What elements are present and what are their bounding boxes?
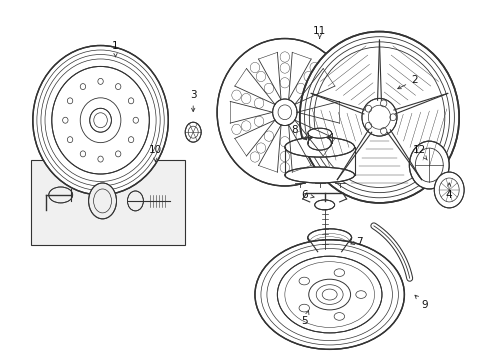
Ellipse shape — [433, 172, 463, 208]
Ellipse shape — [317, 246, 341, 258]
Text: 2: 2 — [397, 75, 417, 89]
Ellipse shape — [49, 187, 73, 203]
Ellipse shape — [307, 128, 331, 138]
Ellipse shape — [408, 141, 448, 189]
Ellipse shape — [361, 98, 396, 136]
Text: 3: 3 — [189, 90, 196, 112]
Ellipse shape — [127, 191, 143, 211]
Text: 11: 11 — [312, 26, 325, 39]
Text: 8: 8 — [291, 125, 306, 140]
Text: 4: 4 — [445, 183, 451, 200]
Ellipse shape — [33, 45, 168, 195]
Text: 9: 9 — [414, 295, 427, 310]
Ellipse shape — [285, 167, 354, 183]
Ellipse shape — [299, 32, 458, 203]
Ellipse shape — [254, 240, 404, 349]
Text: 6: 6 — [301, 190, 313, 200]
Ellipse shape — [89, 108, 111, 132]
Ellipse shape — [307, 136, 331, 150]
Bar — [31, 160, 185, 245]
Text: 5: 5 — [301, 311, 308, 327]
Ellipse shape — [185, 122, 201, 142]
Ellipse shape — [285, 137, 354, 157]
Ellipse shape — [277, 256, 381, 333]
Ellipse shape — [307, 229, 351, 247]
Text: 7: 7 — [350, 237, 362, 247]
Text: 1: 1 — [112, 41, 119, 57]
Text: 12: 12 — [412, 145, 427, 160]
Text: 10: 10 — [148, 145, 162, 161]
Ellipse shape — [272, 99, 296, 126]
Ellipse shape — [314, 200, 334, 210]
Ellipse shape — [52, 67, 149, 174]
Ellipse shape — [88, 183, 116, 219]
Ellipse shape — [217, 39, 352, 186]
